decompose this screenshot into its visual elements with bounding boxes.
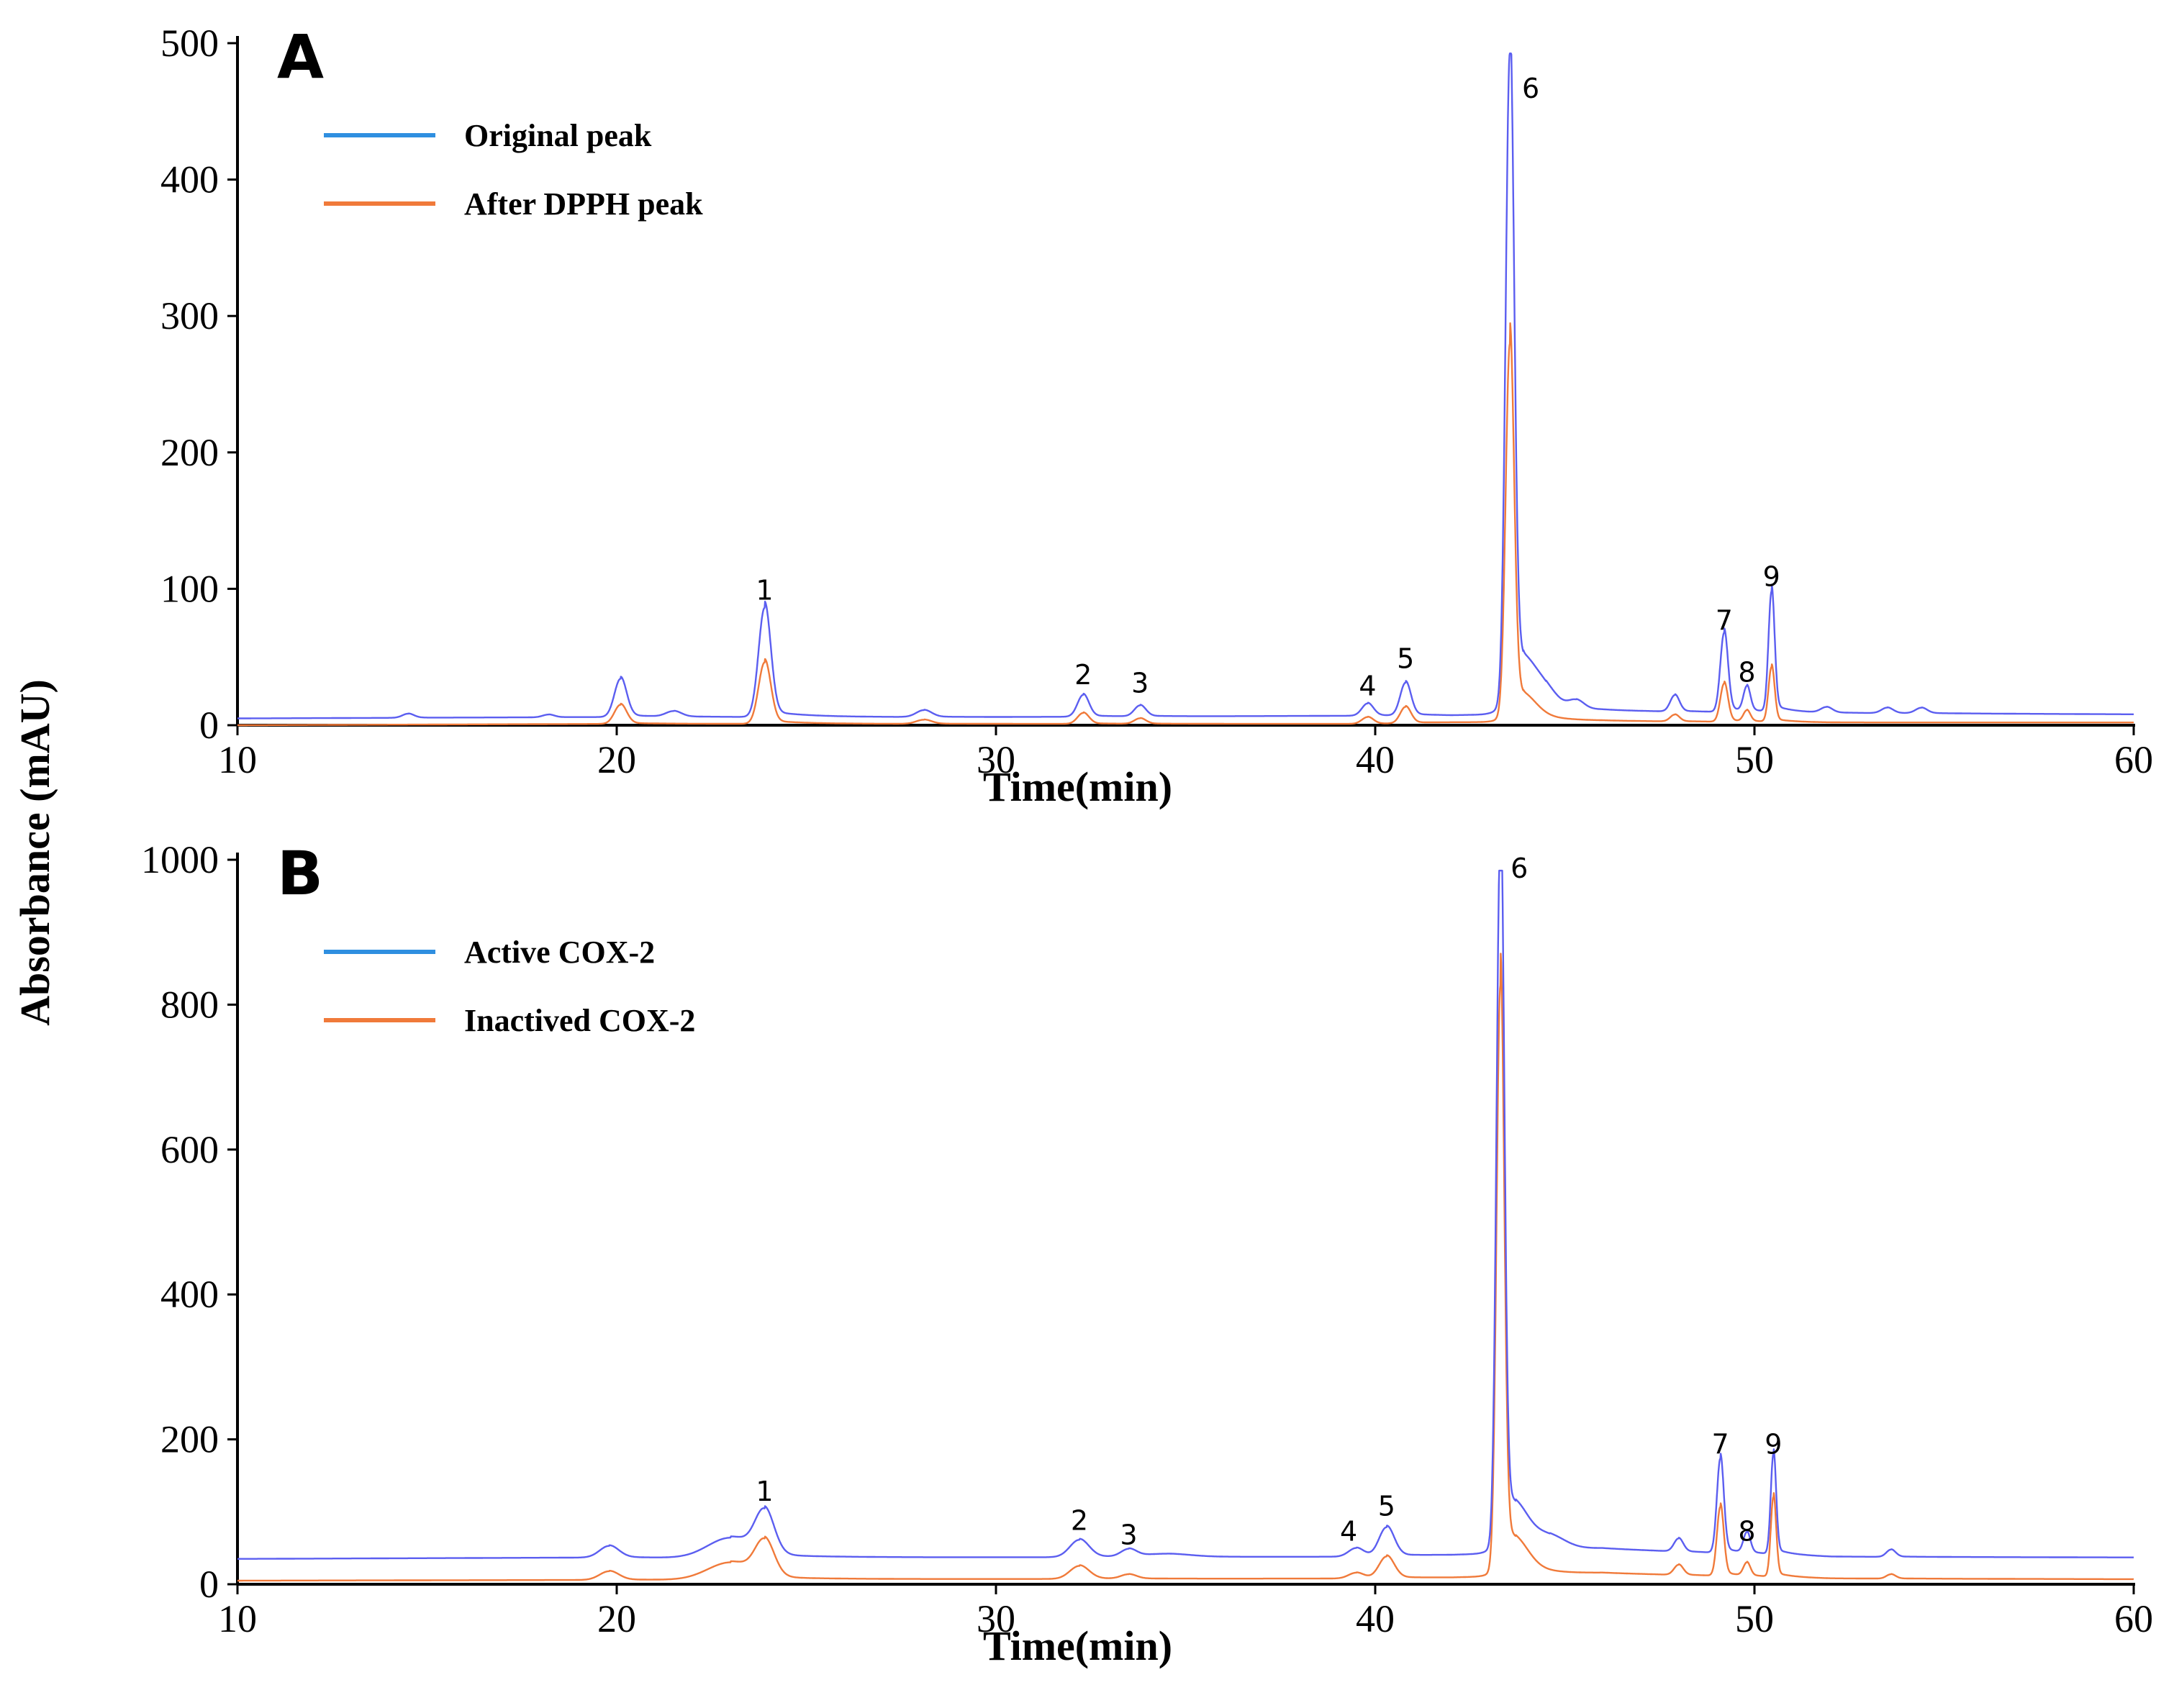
- x-tick-label: 20: [597, 738, 636, 781]
- peak-number-label: 6: [1511, 853, 1528, 884]
- y-tick-label: 400: [160, 1273, 219, 1316]
- peak-number-label: 2: [1071, 1504, 1088, 1536]
- y-tick-label: 100: [160, 567, 219, 610]
- y-tick-label: 600: [160, 1128, 219, 1171]
- y-tick-label: 300: [160, 294, 219, 337]
- peak-number-label: 8: [1738, 1516, 1755, 1548]
- series-line-primary: [237, 53, 2134, 719]
- peak-number-label: 3: [1131, 667, 1149, 699]
- y-tick-label: 0: [199, 1563, 219, 1606]
- panel-a: 10 20 30 40 50 60 0 100 200 300 400 500 Time(min) A Or…: [160, 22, 2153, 810]
- shared-y-axis-title: Absorbance (mAU): [12, 679, 58, 1026]
- x-tick-label: 60: [2114, 738, 2153, 781]
- y-tick-label: 400: [160, 158, 219, 201]
- x-axis-title: Time(min): [983, 1622, 1172, 1669]
- peak-number-label: 6: [1522, 73, 1539, 104]
- x-tick-label: 50: [1735, 738, 1774, 781]
- peak-number-label: 4: [1340, 1516, 1357, 1548]
- peak-number-label: 4: [1359, 670, 1376, 701]
- x-tick-label: 30: [977, 738, 1015, 781]
- y-tick-label: 800: [160, 983, 219, 1026]
- x-tick-label: 40: [1356, 1597, 1395, 1640]
- x-tick-label: 30: [977, 1597, 1015, 1640]
- peak-number-label: 8: [1738, 656, 1755, 688]
- x-tick-label: 20: [597, 1597, 636, 1640]
- panel-label: A: [277, 22, 324, 92]
- peak-number-label: 3: [1120, 1520, 1137, 1551]
- peak-number-label: 2: [1074, 659, 1092, 691]
- x-tick-label: 10: [218, 1597, 257, 1640]
- legend-label: Original peak: [464, 118, 652, 153]
- y-tick-label: 1000: [141, 838, 219, 881]
- x-tick-label: 10: [218, 738, 257, 781]
- legend-label: Inactived COX-2: [464, 1003, 695, 1038]
- peak-number-label: 1: [756, 575, 773, 607]
- peak-number-label: 7: [1716, 604, 1733, 636]
- x-tick-label: 40: [1356, 738, 1395, 781]
- series-line-secondary: [237, 953, 2134, 1582]
- peak-number-label: 7: [1711, 1429, 1729, 1461]
- x-tick-label: 50: [1735, 1597, 1774, 1640]
- y-tick-label: 200: [160, 431, 219, 474]
- peak-number-label: 1: [756, 1476, 773, 1507]
- legend-label: Active COX-2: [464, 935, 655, 970]
- y-tick-label: 200: [160, 1418, 219, 1461]
- series-line-secondary: [237, 322, 2134, 727]
- panel-b: 10 20 30 40 50 6002004006008001000Time(min)BA…: [141, 838, 2153, 1669]
- y-tick-label: 500: [160, 22, 219, 65]
- series-line-primary: [237, 869, 2134, 1560]
- panel-label: B: [277, 838, 323, 909]
- peak-number-label: 5: [1378, 1490, 1395, 1522]
- peak-number-label: 9: [1765, 1429, 1782, 1461]
- x-tick-label: 60: [2114, 1597, 2153, 1640]
- peak-number-label: 9: [1763, 561, 1780, 593]
- x-axis-title: Time(min): [983, 763, 1172, 810]
- y-tick-label: 0: [199, 704, 219, 747]
- peak-number-label: 5: [1397, 642, 1414, 674]
- legend-label: After DPPH peak: [464, 186, 703, 222]
